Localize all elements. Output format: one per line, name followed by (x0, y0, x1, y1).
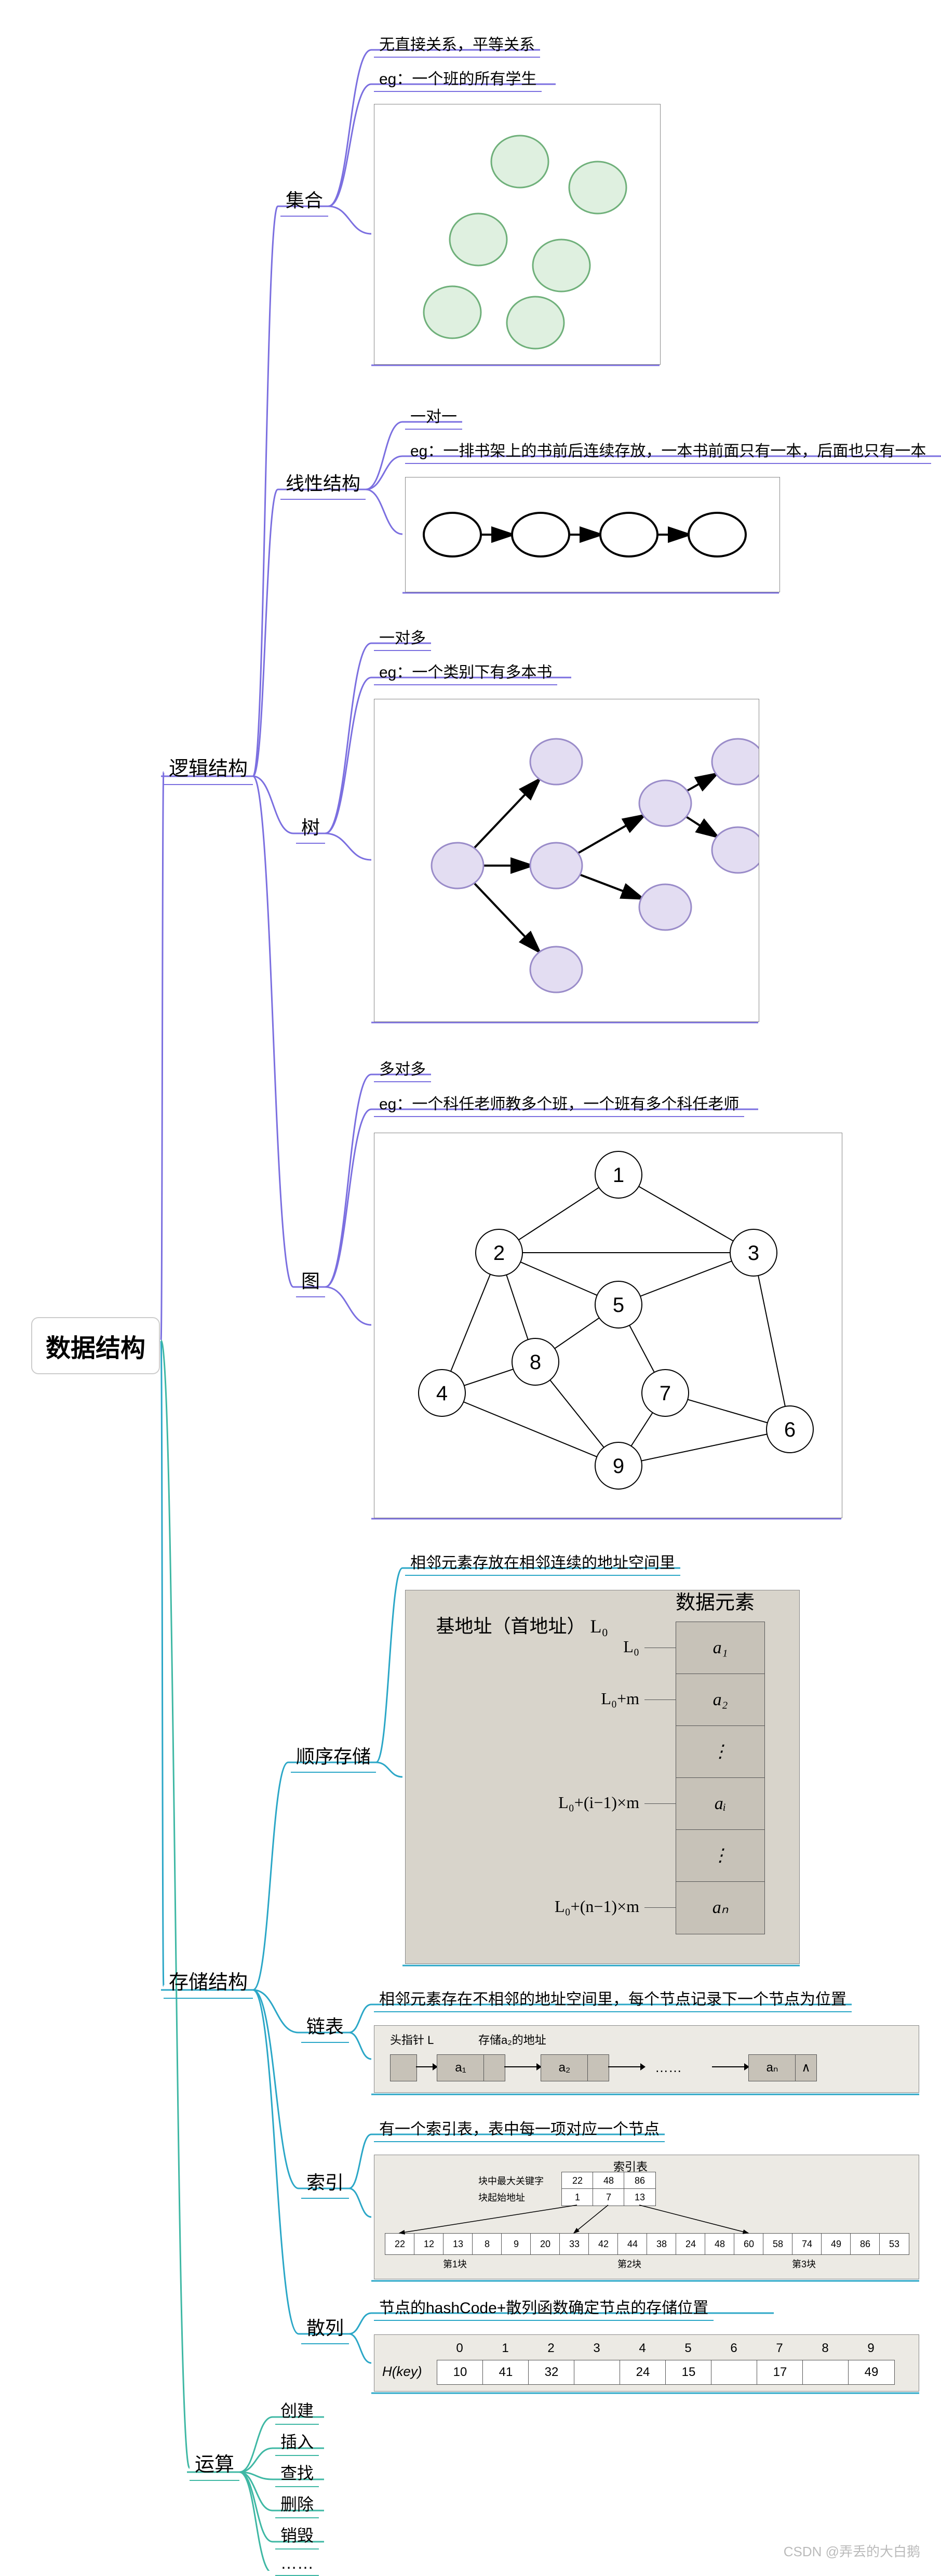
sequential-storage-illustration: 基地址（首地址） L₀数据元素a₁a₂⋮aᵢ⋮aₙL₀L₀+mL₀+(i−1)×… (405, 1590, 800, 1964)
node-有一个索引表，表中每一项对应一个节点: 有一个索引表，表中每一项对应一个节点 (374, 2116, 665, 2142)
node-存储结构: 存储结构 (164, 1966, 253, 1999)
node-创建: 创建 (275, 2398, 319, 2425)
watermark: CSDN @弄丢的大白鹅 (784, 2541, 920, 2560)
graph-illustration: 1 2 3 4 5 6 7 8 9 (374, 1133, 842, 1518)
node-eg：一个类别下有多本书: eg：一个类别下有多本书 (374, 659, 557, 685)
node-eg：一排书架上的书前后连续存放，一本书前面只有一本，后面也只有一本: eg：一排书架上的书前后连续存放，一本书前面只有一本，后面也只有一本 (405, 438, 931, 464)
node-链表: 链表 (301, 2012, 349, 2043)
node-一对多: 一对多 (374, 625, 431, 651)
node-节点的hashCode+散列函数确定节点的存储位置: 节点的hashCode+散列函数确定节点的存储位置 (374, 2295, 714, 2321)
node-eg：一个班的所有学生: eg：一个班的所有学生 (374, 66, 542, 92)
node-树: 树 (296, 813, 325, 844)
linked-list-illustration: 头指针 L存储a₂的地址a₁a₂……aₙ∧ (374, 2025, 919, 2093)
svg-text:7: 7 (660, 1382, 671, 1405)
node-多对多: 多对多 (374, 1056, 431, 1082)
node-图: 图 (296, 1266, 325, 1297)
node-销毁: 销毁 (275, 2522, 319, 2550)
linear-illustration (405, 477, 780, 592)
set-illustration (374, 104, 661, 365)
node-查找: 查找 (275, 2460, 319, 2487)
tree-illustration (374, 699, 759, 1022)
node-相邻元素存放在相邻连续的地址空间里: 相邻元素存放在相邻连续的地址空间里 (405, 1550, 680, 1576)
node-逻辑结构: 逻辑结构 (164, 752, 253, 785)
node-集合: 集合 (280, 185, 328, 217)
node-eg：一个科任老师教多个班，一个班有多个科任老师: eg：一个科任老师教多个班，一个班有多个科任老师 (374, 1091, 744, 1117)
hash-storage-illustration: H(key)010141232342451567178949 (374, 2334, 919, 2392)
node-顺序存储: 顺序存储 (291, 1742, 376, 1773)
node-……: …… (275, 2554, 319, 2576)
svg-text:8: 8 (530, 1351, 541, 1374)
node-删除: 删除 (275, 2491, 319, 2518)
svg-text:3: 3 (748, 1242, 759, 1265)
node-线性结构: 线性结构 (280, 469, 366, 500)
svg-text:6: 6 (784, 1418, 796, 1441)
node-索引: 索引 (301, 2168, 349, 2199)
svg-text:5: 5 (613, 1294, 624, 1317)
root-node: 数据结构 (31, 1317, 160, 1374)
index-storage-illustration: 索引表块中最大关键字224886块起始地址1713221213892033424… (374, 2155, 919, 2279)
svg-text:4: 4 (436, 1382, 448, 1405)
node-插入: 插入 (275, 2429, 319, 2456)
node-相邻元素存在不相邻的地址空间里，每个节点记录下一个节点为位置: 相邻元素存在不相邻的地址空间里，每个节点记录下一个节点为位置 (374, 1986, 852, 2012)
node-一对一: 一对一 (405, 404, 462, 430)
svg-text:2: 2 (493, 1242, 505, 1265)
node-无直接关系，平等关系: 无直接关系，平等关系 (374, 32, 540, 58)
node-散列: 散列 (301, 2313, 349, 2344)
node-运算: 运算 (190, 2448, 239, 2481)
svg-text:1: 1 (613, 1164, 624, 1187)
svg-text:9: 9 (613, 1455, 624, 1478)
